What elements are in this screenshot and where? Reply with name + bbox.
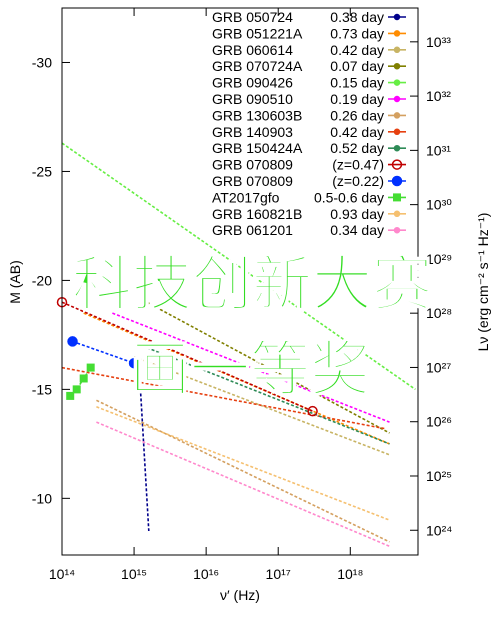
legend-name: AT2017gfo — [212, 189, 280, 205]
x-tick-label: 10¹⁶ — [193, 566, 219, 582]
legend-value: 0.42 day — [330, 42, 384, 58]
legend-marker — [391, 175, 403, 187]
y-tick-label: -10 — [32, 490, 52, 506]
legend-name: GRB 160821B — [212, 206, 302, 222]
y2-tick-label: 10²⁸ — [426, 305, 452, 321]
legend-marker — [393, 79, 401, 86]
point — [307, 405, 318, 417]
legend-marker — [393, 128, 401, 136]
legend-name: GRB 150424A — [212, 140, 303, 156]
y-tick-label: -15 — [32, 381, 52, 397]
legend-value: 0.34 day — [330, 222, 384, 238]
point — [72, 385, 81, 394]
legend-name: GRB 050724 — [212, 9, 293, 25]
legend-value: 0.93 day — [330, 206, 384, 222]
y-tick-label: -20 — [32, 272, 52, 288]
x-tick-label: 10¹⁷ — [266, 566, 291, 582]
plot-frame — [61, 7, 419, 556]
series-line — [61, 301, 313, 412]
legend-name: GRB 051221A — [212, 25, 303, 41]
y2-tick-label: 10²⁴ — [426, 522, 452, 538]
legend-value: 0.26 day — [330, 107, 384, 123]
legend-marker — [393, 112, 401, 119]
legend-name: GRB 070809 — [212, 157, 293, 173]
legend-name: GRB 061201 — [212, 222, 293, 238]
series-line — [61, 142, 416, 391]
legend-value: 0.19 day — [330, 91, 384, 107]
legend-marker — [393, 226, 401, 234]
legend-marker — [393, 95, 401, 103]
y-tick-label: -25 — [32, 163, 52, 179]
legend-name: GRB 140903 — [212, 124, 293, 140]
y-axis-label: M (AB) — [7, 260, 23, 304]
legend-marker — [393, 30, 401, 37]
series-line — [96, 421, 390, 548]
series-line — [133, 355, 390, 456]
y2-tick-label: 10³³ — [426, 34, 451, 50]
point — [66, 391, 75, 400]
legend-marker — [393, 144, 401, 152]
point — [86, 363, 95, 372]
legend-name: GRB 130603B — [212, 107, 302, 123]
legend-value: 0.42 day — [330, 124, 384, 140]
legend-marker — [393, 46, 401, 54]
legend-value: 0.07 day — [330, 58, 384, 74]
point — [67, 336, 78, 347]
y2-axis-label: Lν (erg cm⁻² s⁻¹ Hz⁻¹) — [475, 213, 491, 352]
legend-marker — [393, 210, 401, 218]
series-line — [142, 345, 390, 445]
y2-tick-label: 10³¹ — [426, 142, 451, 158]
legend-marker — [393, 62, 401, 70]
legend-name: GRB 090426 — [212, 75, 293, 91]
overlay-text: 科技创新大赛 — [72, 250, 433, 320]
point — [128, 357, 140, 369]
legend-value: 0.73 day — [330, 25, 384, 41]
series-line — [72, 340, 135, 364]
legend-value: 0.5-0.6 day — [314, 189, 384, 205]
y2-tick-label: 10³⁰ — [426, 197, 452, 213]
legend-value: (z=0.22) — [332, 173, 384, 189]
legend-marker — [391, 159, 403, 170]
y2-tick-label: 10³² — [426, 88, 451, 104]
legend-name: GRB 070724A — [212, 58, 303, 74]
legend-name: GRB 090510 — [212, 91, 293, 107]
overlay-text: 画一等奖 — [130, 335, 370, 405]
x-axis-label: ν′ (Hz) — [220, 587, 260, 603]
x-tick-label: 10¹⁸ — [337, 566, 363, 582]
legend-name: GRB 060614 — [212, 42, 293, 58]
series-line — [69, 367, 92, 397]
y2-tick-label: 10²⁹ — [426, 251, 452, 267]
legend-name: GRB 070809 — [212, 173, 293, 189]
legend-value: (z=0.47) — [332, 157, 384, 173]
series-line — [96, 406, 390, 521]
x-tick-label: 10¹⁴ — [49, 566, 75, 582]
y2-tick-label: 10²⁷ — [426, 359, 451, 375]
y-tick-label: -30 — [32, 54, 52, 70]
series-line — [96, 399, 390, 543]
x-tick-label: 10¹⁵ — [121, 566, 147, 582]
series-line — [146, 301, 390, 434]
series-line — [139, 378, 150, 532]
legend-value: 0.15 day — [330, 75, 384, 91]
y2-tick-label: 10²⁵ — [426, 468, 452, 484]
point — [79, 374, 88, 383]
legend-marker — [393, 13, 401, 21]
legend-value: 0.52 day — [330, 140, 384, 156]
legend-value: 0.38 day — [330, 9, 384, 25]
y2-tick-label: 10²⁶ — [426, 414, 452, 430]
legend-marker — [393, 193, 401, 202]
